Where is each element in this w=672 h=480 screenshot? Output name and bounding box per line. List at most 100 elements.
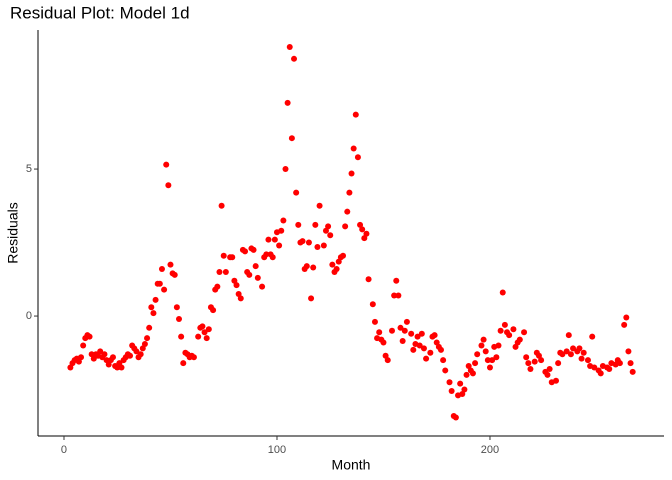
point xyxy=(538,357,545,364)
point xyxy=(442,367,449,374)
point xyxy=(506,332,513,339)
point xyxy=(312,221,319,228)
point xyxy=(352,111,359,118)
point xyxy=(472,360,479,367)
point xyxy=(448,388,455,395)
point xyxy=(156,280,163,287)
point xyxy=(305,239,312,246)
point xyxy=(416,342,423,349)
point xyxy=(80,342,87,349)
point xyxy=(625,348,632,355)
point xyxy=(293,189,300,196)
point xyxy=(567,351,574,358)
point xyxy=(218,202,225,209)
point xyxy=(474,351,481,358)
point xyxy=(427,349,434,356)
point xyxy=(329,261,336,268)
point xyxy=(167,261,174,268)
point xyxy=(597,370,604,377)
point xyxy=(376,329,383,336)
point xyxy=(461,386,468,393)
point xyxy=(401,327,408,334)
point xyxy=(201,329,208,336)
point xyxy=(178,333,185,340)
point xyxy=(344,208,351,215)
point xyxy=(493,354,500,361)
point xyxy=(393,277,400,284)
point xyxy=(146,324,153,331)
point xyxy=(578,355,585,362)
point xyxy=(342,223,349,230)
point xyxy=(399,338,406,345)
point xyxy=(265,236,272,243)
point xyxy=(527,365,534,372)
point xyxy=(333,266,340,273)
point xyxy=(391,292,398,299)
point xyxy=(531,358,538,365)
point xyxy=(576,345,583,352)
point xyxy=(480,336,487,343)
point xyxy=(144,335,151,342)
point xyxy=(176,315,183,322)
point xyxy=(109,354,116,361)
point xyxy=(276,242,283,249)
point xyxy=(195,333,202,340)
point xyxy=(354,154,361,161)
point xyxy=(325,223,332,230)
point xyxy=(395,292,402,299)
point xyxy=(616,360,623,367)
point xyxy=(205,326,212,333)
point xyxy=(148,304,155,311)
point xyxy=(150,310,157,317)
point xyxy=(452,414,459,421)
point xyxy=(525,360,532,367)
point xyxy=(158,266,165,273)
point xyxy=(152,296,159,303)
point xyxy=(457,380,464,387)
point xyxy=(278,227,285,234)
point xyxy=(216,268,223,275)
point xyxy=(308,295,315,302)
point xyxy=(137,351,144,358)
point xyxy=(553,377,560,384)
point xyxy=(180,360,187,367)
point xyxy=(501,321,508,328)
point xyxy=(606,365,613,372)
point xyxy=(627,360,634,367)
point xyxy=(141,340,148,347)
point xyxy=(408,330,415,337)
x-tick-label: 100 xyxy=(268,444,286,456)
point xyxy=(418,330,425,337)
point xyxy=(271,236,278,243)
point xyxy=(133,348,140,355)
point xyxy=(521,329,528,336)
point xyxy=(246,271,253,278)
point xyxy=(478,342,485,349)
point xyxy=(242,248,249,255)
point xyxy=(371,318,378,325)
point xyxy=(384,357,391,364)
point xyxy=(570,345,577,352)
point xyxy=(389,327,396,334)
point xyxy=(263,251,270,258)
point xyxy=(523,354,530,361)
point xyxy=(621,321,628,328)
point xyxy=(350,145,357,152)
point xyxy=(516,336,523,343)
point xyxy=(171,271,178,278)
point xyxy=(233,282,240,289)
point xyxy=(346,189,353,196)
point xyxy=(190,354,197,361)
point xyxy=(101,351,108,358)
point xyxy=(489,357,496,364)
point xyxy=(580,349,587,356)
point xyxy=(259,283,266,290)
point xyxy=(210,307,217,314)
y-tick-label: 5 xyxy=(26,163,32,175)
point xyxy=(316,202,323,209)
point xyxy=(97,348,104,355)
point xyxy=(629,368,636,375)
point xyxy=(565,332,572,339)
point xyxy=(118,364,125,371)
chart-title: Residual Plot: Model 1d xyxy=(10,3,190,22)
